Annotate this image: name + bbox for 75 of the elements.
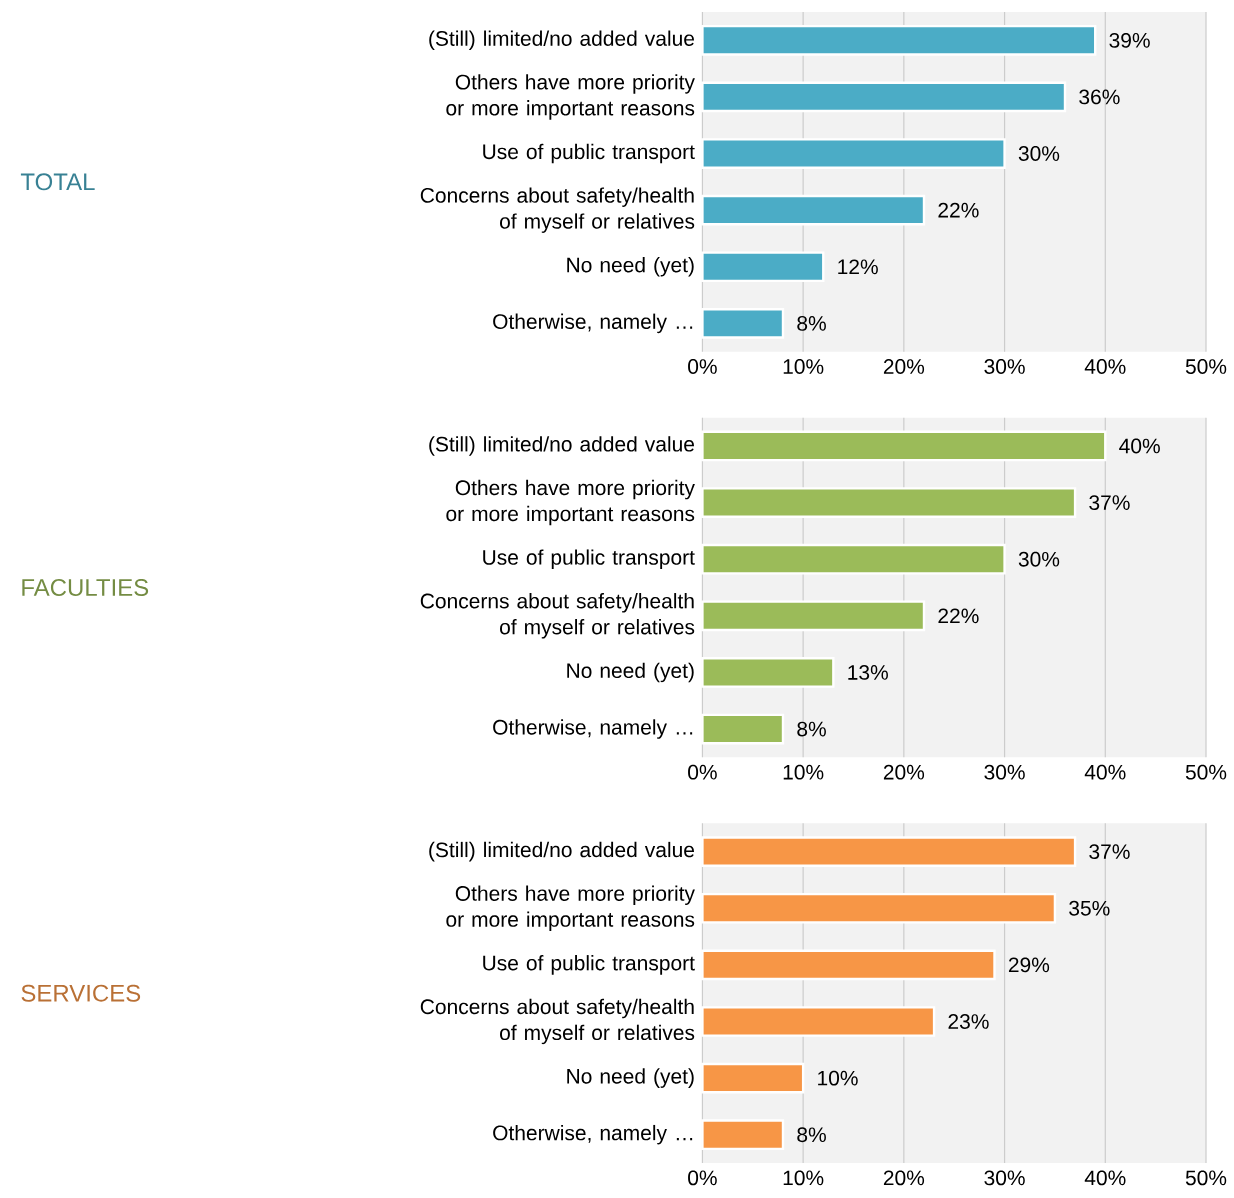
- y-axis-title: FACULTIES: [22, 579, 149, 596]
- y-tick-label: No need (yet): [567, 662, 694, 683]
- bar: [701, 24, 1097, 56]
- data-label: 22%: [938, 202, 979, 218]
- bar: [701, 1006, 936, 1037]
- data-label: 23%: [948, 1014, 989, 1029]
- x-tick-label: 20%: [883, 359, 925, 374]
- y-tick-label: Use of public transport: [483, 143, 695, 164]
- data-label: 8%: [797, 721, 826, 737]
- y-tick-label: No need (yet): [567, 1068, 694, 1088]
- data-label: 30%: [1018, 551, 1060, 567]
- y-tick-label: (Still) limited/no added value: [429, 841, 694, 862]
- y-tick-label: Others have more priority or more important reasons: [446, 74, 695, 120]
- bar: [701, 713, 785, 745]
- bar: [701, 430, 1107, 462]
- x-tick-label: 30%: [984, 1170, 1025, 1186]
- data-label: 12%: [838, 259, 878, 275]
- data-label: 22%: [938, 608, 979, 624]
- data-label: 29%: [1008, 957, 1050, 973]
- bar: [701, 81, 1067, 113]
- y-axis-title: SERVICES: [21, 984, 141, 1002]
- data-label: 8%: [797, 1127, 826, 1143]
- x-tick-label: 50%: [1185, 359, 1227, 374]
- y-tick-label: Otherwise, namely …: [493, 1124, 693, 1145]
- y-tick-label: Concerns about safety/health of myself or relatives: [420, 187, 695, 233]
- data-label: 37%: [1089, 844, 1130, 860]
- bar: [701, 487, 1077, 518]
- x-tick-label: 10%: [783, 764, 824, 780]
- bar: [701, 892, 1057, 924]
- y-tick-label: Use of public transport: [483, 955, 695, 975]
- bar: [701, 657, 835, 688]
- data-label: 40%: [1119, 438, 1160, 454]
- bar: [701, 1062, 805, 1094]
- x-tick-label: 10%: [783, 1170, 824, 1186]
- x-tick-label: 0%: [688, 764, 717, 780]
- data-label: 8%: [797, 315, 826, 331]
- x-tick-label: 50%: [1185, 764, 1227, 780]
- y-tick-label: (Still) limited/no added value: [429, 436, 694, 456]
- x-tick-label: 40%: [1084, 764, 1126, 780]
- y-axis-title: TOTAL: [20, 173, 95, 191]
- y-tick-label: Others have more priority or more important reasons: [446, 885, 695, 932]
- y-tick-label: (Still) limited/no added value: [429, 30, 694, 51]
- data-label: 39%: [1109, 32, 1150, 48]
- data-label: 36%: [1079, 89, 1120, 105]
- x-tick-label: 20%: [883, 764, 925, 780]
- bar: [701, 543, 1006, 575]
- bar: [701, 138, 1006, 169]
- data-label: 13%: [848, 665, 888, 680]
- y-tick-label: Others have more priority or more important reasons: [446, 479, 695, 526]
- x-tick-label: 10%: [783, 359, 824, 374]
- data-label: 37%: [1089, 495, 1130, 511]
- y-tick-label: Otherwise, namely …: [493, 313, 693, 334]
- data-label: 30%: [1018, 146, 1060, 161]
- x-tick-label: 40%: [1084, 1170, 1126, 1186]
- data-label: 10%: [818, 1070, 858, 1086]
- x-tick-label: 0%: [688, 359, 717, 374]
- y-tick-label: Concerns about safety/health of myself or relatives: [420, 593, 695, 639]
- bar: [701, 949, 996, 981]
- bar: [701, 1119, 785, 1151]
- y-tick-label: Concerns about safety/health of myself or relatives: [420, 998, 695, 1045]
- x-tick-label: 0%: [688, 1170, 717, 1186]
- y-tick-label: Use of public transport: [483, 549, 695, 569]
- x-tick-label: 50%: [1185, 1170, 1227, 1186]
- x-tick-label: 30%: [984, 359, 1025, 374]
- x-tick-label: 30%: [984, 764, 1025, 780]
- x-tick-label: 40%: [1084, 359, 1126, 374]
- bar: [701, 600, 926, 632]
- bar: [701, 308, 785, 339]
- y-tick-label: Otherwise, namely …: [493, 719, 693, 739]
- y-tick-label: No need (yet): [567, 256, 694, 277]
- bar: [701, 836, 1077, 867]
- data-label: 35%: [1069, 900, 1110, 916]
- bar: [701, 251, 825, 283]
- bar: [701, 194, 926, 226]
- x-tick-label: 20%: [883, 1170, 925, 1186]
